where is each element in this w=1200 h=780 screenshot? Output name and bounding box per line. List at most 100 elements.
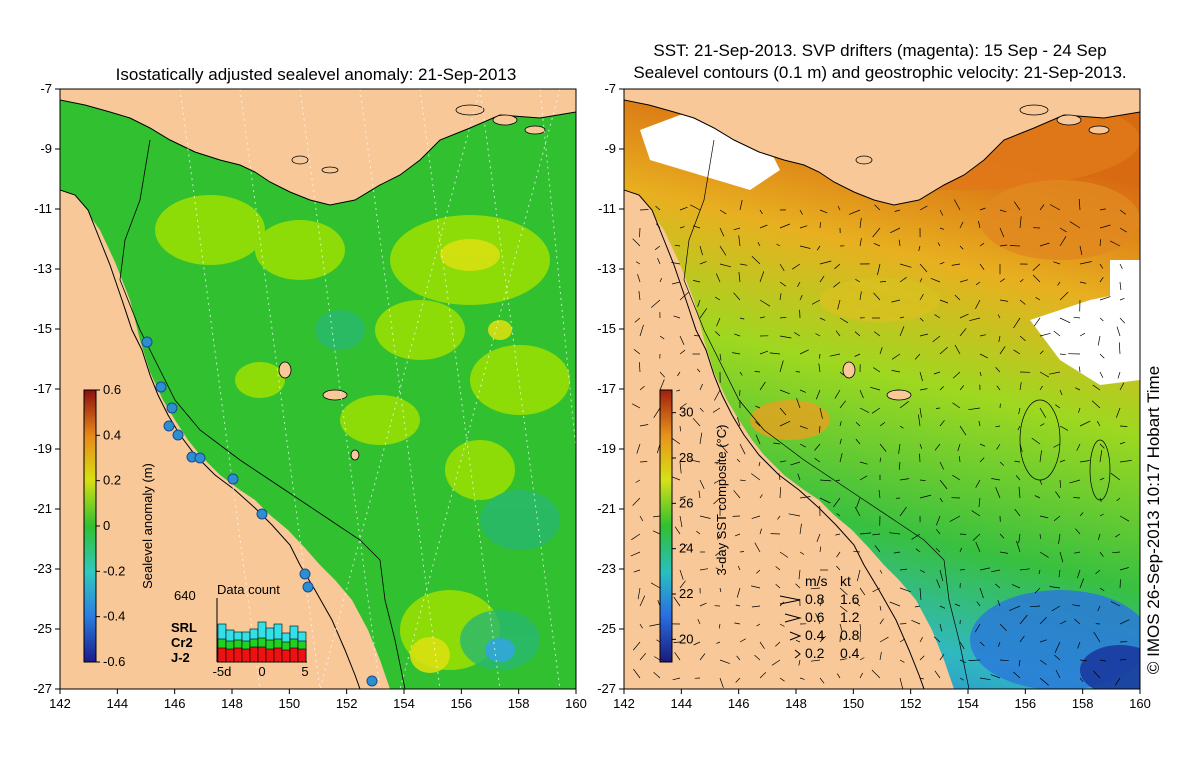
velocity-arrow (733, 227, 741, 231)
velocity-arrow (639, 461, 648, 463)
velocity-arrow (859, 291, 862, 301)
velocity-arrow (1039, 616, 1047, 625)
velocity-arrow (1039, 515, 1049, 519)
velocity-arrow (1099, 371, 1104, 378)
velocity-arrow (919, 388, 928, 391)
velocity-arrow (1119, 297, 1125, 301)
velocity-arrow (937, 242, 941, 247)
velocity-arrow (739, 551, 745, 553)
lat-tick-label: -27 (597, 681, 616, 696)
velocity-arrow (679, 515, 683, 528)
data-count-j2-bar (233, 647, 243, 663)
velocity-legend-ms: 0.2 (805, 645, 825, 661)
velocity-arrow (999, 299, 1009, 302)
velocity-arrow (835, 533, 841, 536)
velocity-arrow (898, 443, 901, 454)
velocity-arrow (919, 479, 926, 481)
velocity-arrow (739, 479, 746, 482)
velocity-legend-kt: 0.4 (840, 645, 860, 661)
velocity-arrow (819, 260, 832, 265)
velocity-arrow (919, 371, 923, 382)
velocity-arrow (1032, 263, 1041, 271)
velocity-arrow (879, 457, 882, 463)
velocity-arrow (719, 443, 728, 454)
velocity-arrow (1078, 366, 1081, 373)
velocity-arrow (739, 443, 746, 455)
colorbar-tick-label: 20 (679, 631, 693, 646)
velocity-arrow (697, 618, 701, 625)
data-count-j2-bar (225, 648, 235, 663)
velocity-arrow (999, 227, 1005, 238)
lon-tick-label: 154 (957, 696, 979, 711)
velocity-arrow (794, 332, 801, 337)
velocity-arrow (679, 461, 682, 474)
velocity-arrow (979, 457, 985, 463)
velocity-arrow (919, 677, 925, 680)
velocity-arrow (997, 600, 1001, 607)
velocity-arrow (1034, 587, 1041, 594)
velocity-arrow (848, 209, 861, 215)
velocity-arrow (1019, 382, 1022, 391)
velocity-arrow (754, 371, 761, 373)
velocity-arrow (779, 389, 790, 395)
velocity-arrow (759, 299, 771, 307)
velocity-arrow (935, 548, 941, 553)
velocity-arrow (1079, 460, 1090, 463)
lon-tick-label: 150 (842, 696, 864, 711)
velocity-arrow (714, 296, 721, 301)
velocity-arrow (879, 281, 887, 283)
velocity-legend-arrow (779, 595, 801, 605)
velocity-arrow (699, 308, 708, 319)
colorbar-tick-label: 0 (103, 518, 110, 533)
velocity-arrow (699, 515, 711, 519)
velocity-arrow (1013, 317, 1021, 329)
velocity-arrow (894, 209, 901, 212)
velocity-arrow (975, 281, 981, 286)
velocity-arrow (1059, 291, 1069, 301)
velocity-arrow (996, 443, 1001, 450)
velocity-arrow (1079, 281, 1087, 284)
velocity-arrow (855, 278, 861, 283)
velocity-arrow (919, 655, 925, 661)
velocity-arrow (859, 461, 868, 465)
velocity-arrow (878, 489, 881, 499)
velocity-arrow (690, 204, 701, 211)
velocity-arrow (739, 371, 743, 376)
velocity-arrow (1059, 459, 1066, 463)
velocity-arrow (736, 655, 741, 661)
velocity-arrow (899, 425, 904, 429)
velocity-arrow (854, 331, 861, 337)
velocity-arrow (1074, 551, 1081, 554)
velocity-arrow (679, 206, 688, 211)
velocity-arrow (719, 659, 730, 664)
velocity-arrow (918, 414, 921, 427)
velocity-arrow (1019, 299, 1026, 305)
velocity-arrow (769, 352, 781, 355)
velocity-arrow (919, 443, 923, 449)
data-count-x-tick: 0 (258, 664, 265, 679)
velocity-arrow (834, 263, 841, 270)
lon-tick-label: 142 (613, 696, 635, 711)
velocity-arrow (836, 565, 841, 571)
velocity-arrow (1059, 425, 1069, 431)
velocity-arrow (933, 371, 941, 375)
data-count-j2-bar (257, 646, 267, 663)
velocity-arrow (779, 281, 787, 287)
velocity-arrow (775, 583, 781, 589)
velocity-arrow (671, 438, 681, 445)
velocity-arrow (1097, 533, 1101, 540)
data-count-j2-bar (281, 649, 291, 663)
velocity-arrow (1099, 659, 1107, 662)
lon-tick-label: 150 (278, 696, 300, 711)
velocity-arrow (797, 281, 801, 287)
velocity-arrow (635, 261, 641, 265)
velocity-arrow (739, 317, 745, 320)
velocity-arrow (674, 526, 681, 535)
velocity-arrow (1011, 584, 1021, 589)
velocity-arrow (718, 623, 721, 629)
velocity-arrow (699, 407, 704, 413)
velocity-arrow (736, 587, 741, 598)
velocity-arrow (1069, 479, 1081, 484)
velocity-arrow (855, 422, 861, 427)
velocity-arrow (834, 389, 841, 399)
